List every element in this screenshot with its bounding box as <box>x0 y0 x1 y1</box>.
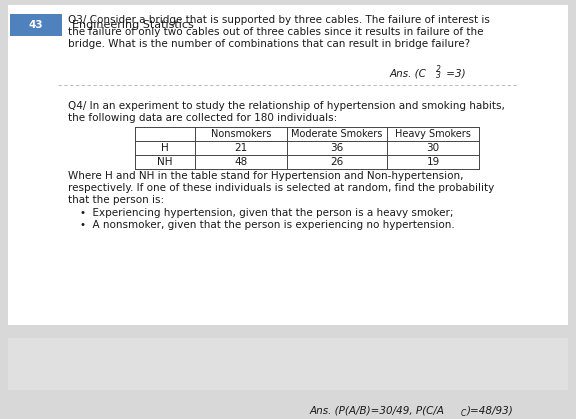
Text: Engineering Statistics: Engineering Statistics <box>72 20 194 30</box>
Text: the following data are collected for 180 individuals:: the following data are collected for 180… <box>68 113 338 123</box>
Text: 3: 3 <box>436 71 441 80</box>
FancyBboxPatch shape <box>8 5 568 325</box>
FancyBboxPatch shape <box>8 338 568 390</box>
Text: )=48/93): )=48/93) <box>467 405 514 415</box>
Text: Nonsmokers: Nonsmokers <box>211 129 271 139</box>
Text: 36: 36 <box>331 143 344 153</box>
Text: 19: 19 <box>426 157 439 167</box>
Text: NH: NH <box>157 157 173 167</box>
Text: 43: 43 <box>29 20 43 30</box>
Text: •  Experiencing hypertension, given that the person is a heavy smoker;: • Experiencing hypertension, given that … <box>80 208 453 218</box>
Text: the failure of only two cables out of three cables since it results in failure o: the failure of only two cables out of th… <box>68 27 483 37</box>
Text: respectively. If one of these individuals is selected at random, find the probab: respectively. If one of these individual… <box>68 183 494 193</box>
Text: Q4/ In an experiment to study the relationship of hypertension and smoking habit: Q4/ In an experiment to study the relati… <box>68 101 505 111</box>
Text: Q3/ Consider a bridge that is supported by three cables. The failure of interest: Q3/ Consider a bridge that is supported … <box>68 15 490 25</box>
Text: Where H and NH in the table stand for Hypertension and Non-hypertension,: Where H and NH in the table stand for Hy… <box>68 171 464 181</box>
FancyBboxPatch shape <box>10 14 62 36</box>
Text: 21: 21 <box>234 143 248 153</box>
Text: C: C <box>461 409 467 418</box>
Text: Ans. (P(A/B)=30/49, P(C/A: Ans. (P(A/B)=30/49, P(C/A <box>310 405 445 415</box>
Text: that the person is:: that the person is: <box>68 195 164 205</box>
Text: bridge. What is the number of combinations that can result in bridge failure?: bridge. What is the number of combinatio… <box>68 39 470 49</box>
Text: •  A nonsmoker, given that the person is experiencing no hypertension.: • A nonsmoker, given that the person is … <box>80 220 454 230</box>
Text: Heavy Smokers: Heavy Smokers <box>395 129 471 139</box>
Text: =3): =3) <box>443 68 465 78</box>
Text: H: H <box>161 143 169 153</box>
Text: Moderate Smokers: Moderate Smokers <box>291 129 382 139</box>
Text: 2: 2 <box>436 65 441 74</box>
Text: 48: 48 <box>234 157 248 167</box>
Text: 26: 26 <box>331 157 344 167</box>
Text: Ans. (C: Ans. (C <box>390 68 427 78</box>
Text: 30: 30 <box>426 143 439 153</box>
